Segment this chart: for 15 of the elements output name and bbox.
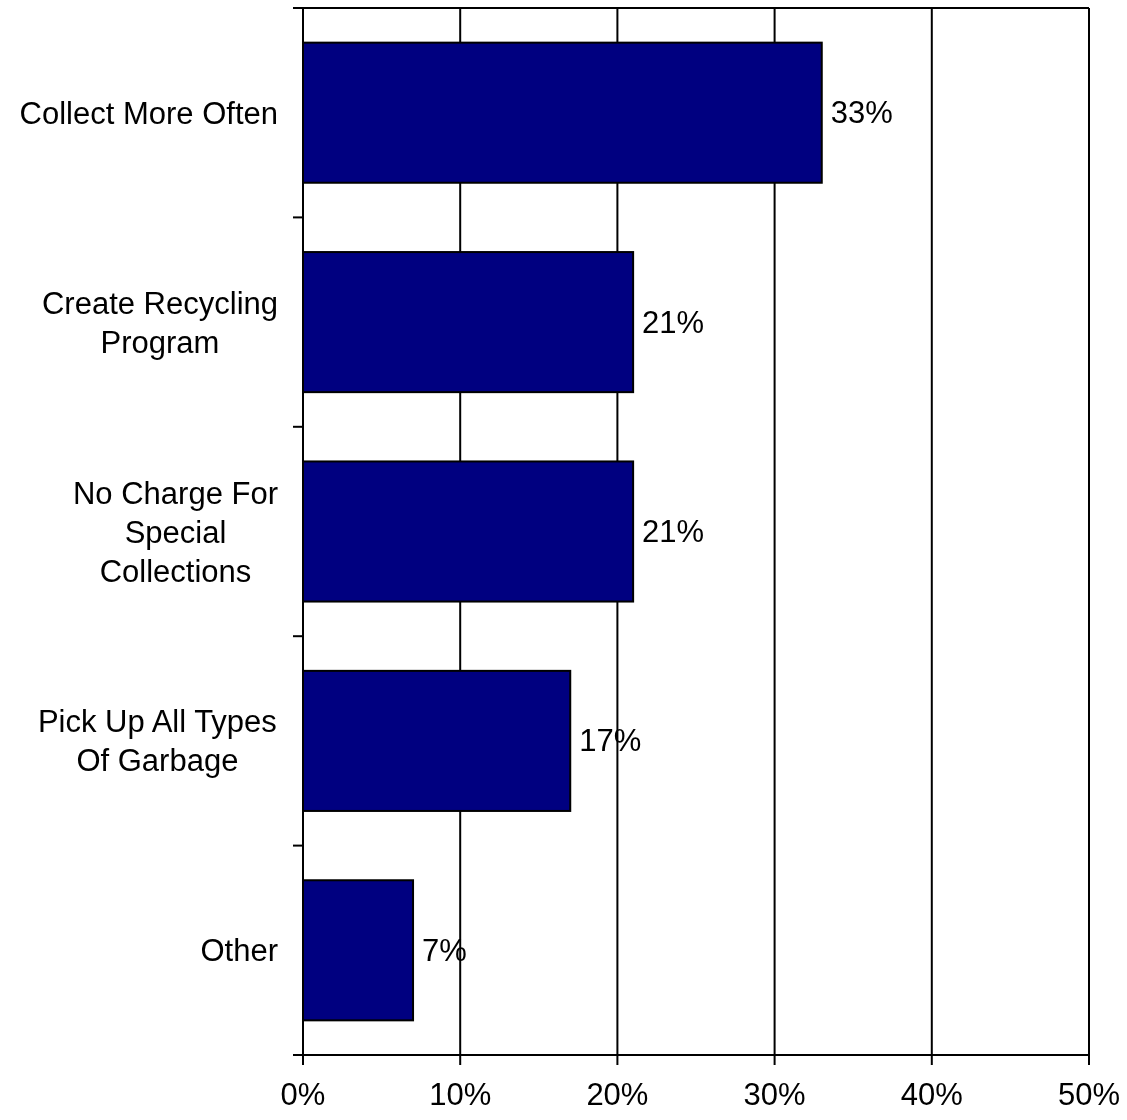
data-label: 21% (642, 304, 705, 340)
y-tick-label: Create Recycling Program (41, 285, 278, 360)
data-label: 33% (830, 95, 893, 131)
x-tick-label: 0% (280, 1077, 326, 1112)
x-tick-label: 10% (429, 1077, 492, 1112)
bar (302, 879, 415, 1022)
y-tick-label: Pick Up All Types Of Garbage (37, 703, 277, 778)
y-tick-label: Collect More Often (19, 95, 278, 131)
x-tick-label: 40% (900, 1077, 963, 1112)
x-tick-label: 30% (743, 1077, 806, 1112)
x-tick-label: 50% (1057, 1077, 1121, 1112)
y-tick-label: No Charge For Special Collections (72, 475, 278, 588)
x-tick-label: 20% (586, 1077, 649, 1112)
y-tick-label: Other (200, 932, 278, 968)
data-label: 21% (642, 514, 705, 549)
